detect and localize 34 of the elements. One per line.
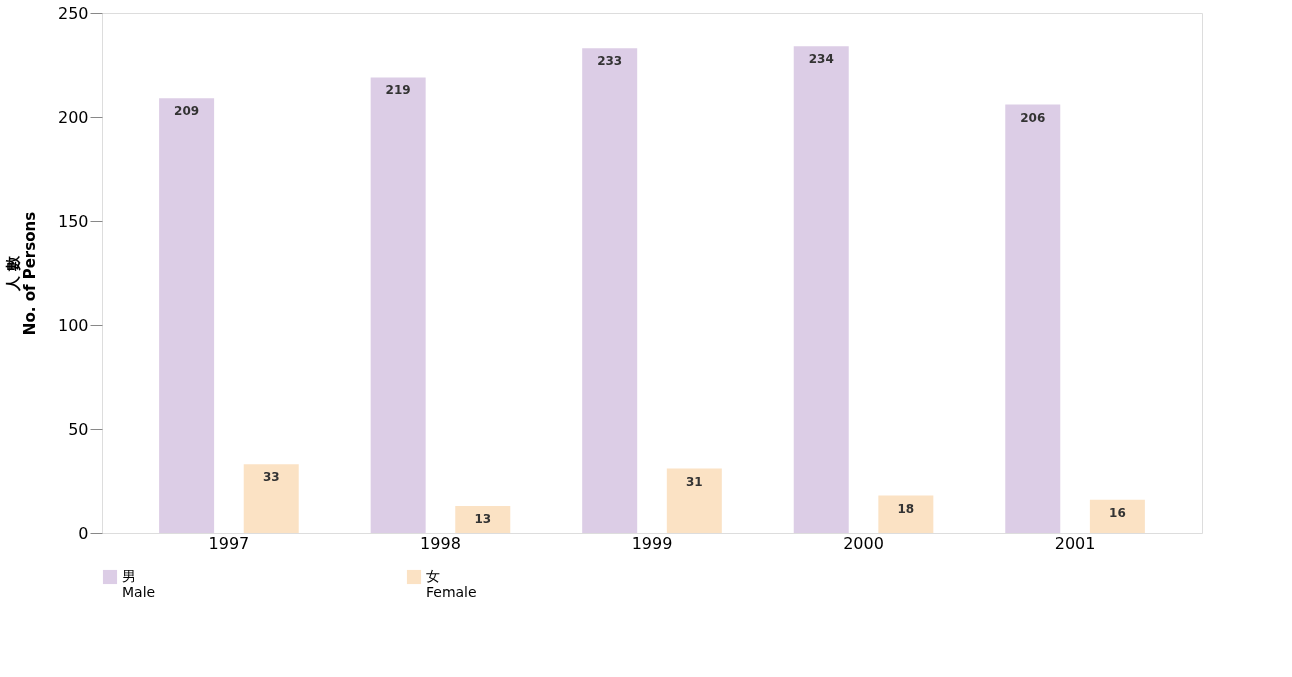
y-tick-label: 250 bbox=[57, 3, 89, 23]
bar bbox=[455, 505, 511, 533]
data-label: 234 bbox=[808, 52, 834, 67]
y-tick-label: 150 bbox=[57, 211, 89, 231]
bar bbox=[1089, 499, 1145, 533]
bar bbox=[370, 77, 426, 533]
data-label: 16 bbox=[1109, 505, 1126, 520]
bar bbox=[1005, 104, 1061, 533]
bar bbox=[666, 468, 722, 533]
y-tick-label: 0 bbox=[78, 523, 89, 543]
data-label: 18 bbox=[897, 501, 915, 516]
x-tick-label: 1999 bbox=[631, 533, 673, 553]
data-label: 13 bbox=[474, 511, 492, 526]
legend-label: 女 Female bbox=[426, 568, 477, 600]
bar bbox=[243, 464, 299, 533]
data-label: 31 bbox=[685, 474, 703, 489]
bar bbox=[582, 48, 638, 533]
x-tick-label: 1997 bbox=[208, 533, 250, 553]
x-tick-label: 1998 bbox=[420, 533, 461, 553]
bar bbox=[793, 46, 849, 533]
bar bbox=[159, 98, 215, 533]
data-label: 209 bbox=[174, 104, 200, 119]
data-label: 33 bbox=[262, 470, 280, 485]
y-tick-label: 100 bbox=[57, 315, 89, 335]
legend-label: 男 Male bbox=[122, 568, 156, 600]
y-axis-title: 人 數 No. of Persons bbox=[3, 211, 39, 336]
y-tick-label: 200 bbox=[57, 107, 89, 127]
data-label: 219 bbox=[385, 83, 411, 98]
y-tick-label: 50 bbox=[68, 419, 89, 439]
data-label: 206 bbox=[1020, 110, 1046, 125]
bar bbox=[878, 495, 934, 533]
x-tick-label: 2000 bbox=[843, 533, 884, 553]
data-label: 233 bbox=[597, 54, 623, 69]
x-tick-label: 2001 bbox=[1054, 533, 1096, 553]
